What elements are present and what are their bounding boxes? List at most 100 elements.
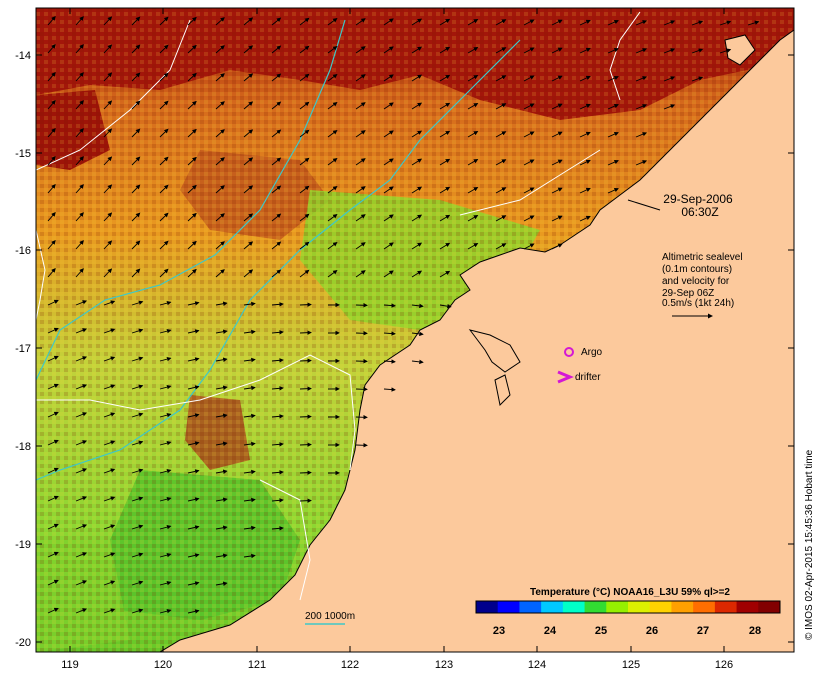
velocity-arrow	[355, 130, 366, 138]
velocity-arrow	[271, 157, 282, 166]
land-mass	[159, 8, 794, 652]
velocity-arrow	[327, 269, 338, 278]
velocity-arrow	[47, 607, 59, 614]
velocity-arrow	[215, 413, 228, 418]
velocity-arrow	[215, 241, 225, 250]
velocity-arrow	[75, 156, 84, 166]
velocity-arrow	[215, 185, 225, 194]
velocity-arrow	[103, 44, 113, 54]
velocity-arrow	[215, 357, 228, 362]
velocity-arrow	[383, 18, 394, 26]
velocity-arrow	[215, 269, 225, 278]
velocity-arrow	[607, 103, 619, 110]
velocity-arrow	[411, 130, 423, 138]
velocity-arrow	[243, 269, 254, 278]
velocity-arrow	[299, 470, 312, 475]
velocity-arrow	[383, 186, 394, 194]
velocity-arrow	[187, 212, 197, 222]
velocity-arrow	[243, 301, 256, 307]
velocity-arrow	[47, 355, 59, 362]
velocity-arrow	[439, 18, 451, 26]
velocity-arrow	[75, 608, 88, 614]
velocity-arrow	[327, 129, 338, 138]
velocity-arrow	[383, 130, 394, 138]
velocity-arrow	[159, 156, 169, 166]
velocity-arrow	[383, 74, 394, 82]
velocity-arrow	[103, 440, 116, 446]
velocity-arrow	[467, 243, 479, 250]
velocity-arrow	[467, 75, 479, 82]
colorbar-tick-label: 28	[749, 625, 761, 637]
colorbar-tick-label: 24	[544, 625, 557, 637]
velocity-arrow	[663, 76, 676, 82]
velocity-arrow	[523, 243, 535, 250]
velocity-arrow	[299, 129, 310, 138]
lon-tick-label: 120	[154, 659, 172, 671]
velocity-arrow	[187, 469, 200, 474]
velocity-arrow	[747, 20, 760, 26]
lat-tick-label: -17	[15, 343, 31, 355]
velocity-arrow	[243, 525, 256, 531]
velocity-arrow	[103, 16, 113, 26]
velocity-arrow	[159, 212, 169, 222]
velocity-arrow	[103, 496, 116, 502]
velocity-arrow	[215, 525, 228, 530]
sealevel-contour-6	[259, 479, 311, 601]
velocity-arrow	[159, 16, 169, 26]
velocity-arrow	[131, 384, 144, 390]
velocity-arrow	[75, 240, 84, 250]
velocity-arrow	[131, 356, 144, 362]
velocity-arrow	[131, 440, 144, 446]
colorbar-tick-label: 23	[493, 625, 505, 637]
velocity-arrow	[215, 45, 225, 54]
lon-tick-label: 123	[435, 659, 453, 671]
velocity-arrow	[215, 157, 225, 166]
velocity-arrow	[579, 75, 591, 82]
velocity-arrow	[551, 159, 563, 166]
velocity-arrow	[271, 358, 284, 363]
sealevel-contour-3	[36, 354, 356, 471]
velocity-arrow	[75, 300, 88, 306]
velocity-arrow	[299, 358, 312, 363]
velocity-arrow	[327, 157, 338, 166]
velocity-arrow	[47, 212, 56, 222]
velocity-arrow	[495, 19, 507, 26]
velocity-arrows	[47, 16, 760, 614]
velocity-arrow	[243, 185, 254, 194]
velocity-arrow	[47, 240, 56, 250]
colorbar-segment	[758, 601, 781, 613]
velocity-arrow	[299, 101, 310, 110]
velocity-arrow	[579, 19, 591, 26]
velocity-arrow	[187, 72, 197, 82]
velocity-arrow	[47, 44, 56, 54]
velocity-arrow	[411, 242, 423, 250]
velocity-arrow	[47, 495, 59, 502]
velocity-arrow	[383, 214, 394, 222]
velocity-arrow	[299, 386, 312, 391]
velocity-arrow	[355, 158, 366, 166]
velocity-arrow	[523, 131, 535, 138]
velocity-arrow	[439, 74, 451, 82]
velocity-arrow	[607, 131, 619, 138]
velocity-arrow	[271, 526, 284, 531]
velocity-arrow	[159, 328, 172, 334]
velocity-arrow	[271, 129, 282, 138]
drifter-label: drifter	[575, 372, 601, 383]
velocity-arrow	[467, 19, 479, 26]
velocity-arrow	[383, 102, 394, 110]
colorbar-segment	[476, 601, 499, 613]
velocity-arrow	[271, 241, 282, 250]
velocity-arrow	[215, 73, 225, 82]
velocity-arrow	[103, 356, 116, 362]
velocity-arrow	[383, 387, 396, 392]
velocity-arrow	[75, 268, 84, 278]
velocity-arrow	[187, 357, 200, 362]
velocity-arrow	[523, 187, 535, 194]
altimetry-line-5: 0.5m/s (1kt 24h)	[662, 298, 734, 309]
velocity-arrow	[159, 384, 172, 390]
velocity-arrow	[579, 187, 591, 194]
velocity-arrow	[243, 73, 254, 82]
velocity-arrow	[607, 19, 619, 26]
velocity-arrow	[635, 132, 648, 138]
velocity-arrow	[299, 442, 312, 447]
